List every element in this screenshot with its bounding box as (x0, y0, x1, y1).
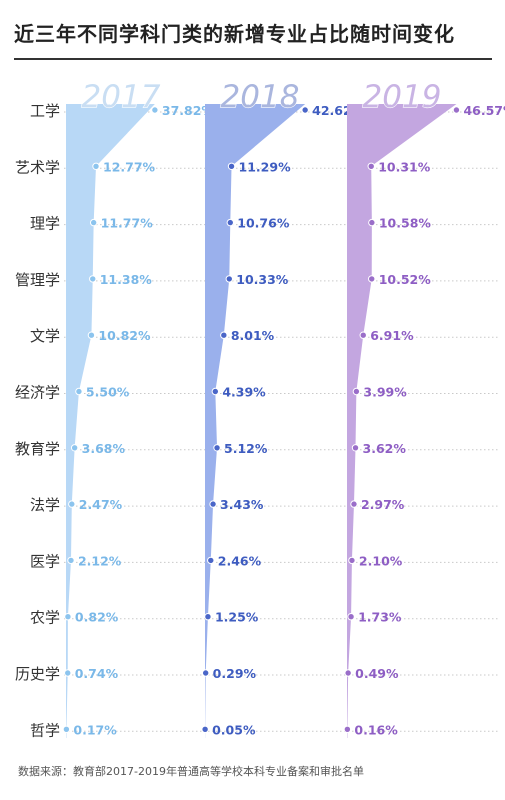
data-label: 3.68% (82, 441, 126, 456)
data-label: 0.17% (73, 722, 117, 737)
data-point (92, 162, 100, 171)
data-point (75, 387, 83, 396)
data-point (87, 331, 96, 339)
data-point (368, 218, 376, 227)
category-label: 管理学 (15, 271, 60, 289)
data-label: 2.10% (359, 553, 403, 568)
category-label: 理学 (30, 215, 60, 233)
category-label: 医学 (30, 552, 60, 570)
category-label: 经济学 (15, 384, 60, 402)
data-label: 2.97% (361, 497, 405, 512)
data-point (227, 162, 236, 171)
data-label: 5.50% (86, 385, 130, 400)
data-point (367, 162, 375, 171)
data-point (62, 725, 71, 733)
data-label: 0.05% (212, 722, 256, 737)
data-label: 10.52% (379, 272, 432, 287)
data-label: 3.99% (363, 385, 407, 400)
category-label: 农学 (30, 609, 60, 627)
data-label: 10.58% (379, 216, 432, 231)
data-label: 2.46% (218, 553, 262, 568)
data-label: 8.01% (231, 328, 275, 343)
data-point (68, 500, 76, 508)
data-point (151, 106, 159, 114)
data-point (207, 556, 215, 565)
category-label: 历史学 (15, 665, 60, 683)
data-point (301, 106, 309, 114)
data-point (89, 218, 98, 227)
category-label: 文学 (30, 327, 60, 345)
data-point (352, 387, 361, 396)
data-label: 11.38% (100, 272, 153, 287)
data-label: 12.77% (103, 159, 156, 174)
data-label: 3.62% (363, 441, 407, 456)
data-point (351, 444, 360, 452)
data-point (226, 218, 234, 227)
data-point (452, 106, 461, 114)
data-label: 4.39% (222, 385, 266, 400)
data-point (343, 725, 352, 733)
category-label: 法学 (30, 496, 60, 514)
data-label: 0.82% (75, 610, 119, 625)
data-point (67, 556, 75, 565)
data-point (201, 725, 209, 733)
series-area-2017 (66, 104, 155, 738)
data-point (89, 275, 97, 283)
data-point (344, 669, 352, 677)
data-point (368, 275, 376, 283)
data-label: 0.49% (355, 666, 399, 681)
category-label: 哲学 (30, 721, 60, 739)
data-point (201, 669, 210, 677)
data-label: 10.76% (237, 216, 290, 231)
series-area-2018 (205, 104, 306, 738)
category-label: 工学 (30, 102, 60, 120)
data-point (209, 500, 217, 508)
data-label: 37.82% (162, 103, 215, 118)
data-label: 2.12% (78, 553, 122, 568)
data-label: 10.31% (378, 159, 431, 174)
data-label: 2.47% (79, 497, 123, 512)
series-year-label: 2017 (82, 79, 161, 115)
data-point (70, 444, 79, 452)
data-label: 46.57% (463, 103, 505, 118)
data-point (225, 275, 233, 283)
data-point (204, 613, 212, 621)
data-point (348, 556, 356, 565)
data-label: 11.29% (239, 159, 292, 174)
data-point (64, 613, 72, 621)
data-label: 0.74% (75, 666, 119, 681)
series-year-label: 2018 (221, 79, 300, 115)
data-label: 1.25% (215, 610, 259, 625)
series-area-2019 (347, 104, 457, 738)
data-point (211, 387, 220, 396)
data-label: 6.91% (370, 328, 414, 343)
data-label: 3.43% (220, 497, 264, 512)
title-divider (14, 58, 492, 60)
data-label: 10.33% (236, 272, 289, 287)
chart-title: 近三年不同学科门类的新增专业占比随时间变化 (14, 22, 455, 46)
category-label: 教育学 (15, 440, 60, 458)
data-point (347, 613, 355, 621)
data-label: 0.16% (354, 722, 398, 737)
data-point (359, 331, 367, 339)
data-point (64, 669, 72, 677)
data-label: 1.73% (358, 610, 402, 625)
data-label: 5.12% (224, 441, 268, 456)
data-point (350, 500, 358, 508)
series-year-label: 2019 (363, 79, 442, 115)
data-point (213, 444, 221, 452)
data-label: 10.82% (98, 328, 151, 343)
data-label: 11.77% (101, 216, 154, 231)
category-label: 艺术学 (15, 158, 60, 176)
data-label: 0.29% (213, 666, 257, 681)
data-point (220, 331, 228, 339)
data-source-note: 数据来源：教育部2017-2019年普通高等学校本科专业备案和审批名单 (18, 765, 364, 778)
